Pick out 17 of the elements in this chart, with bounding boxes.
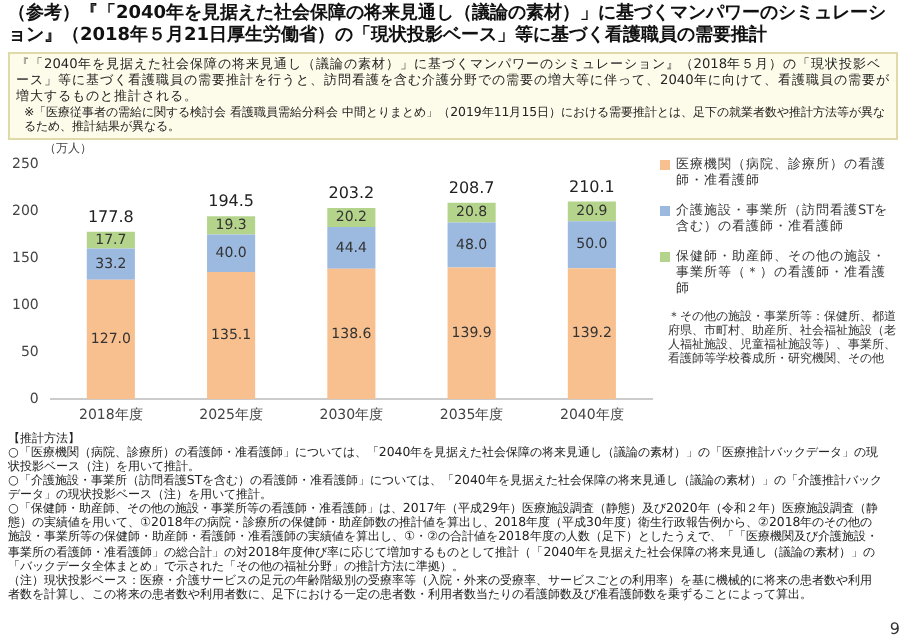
chart-title: （参考）『「2040年を見据えた社会保障の将来見通し（議論の素材）」に基づくマンパワーのシミュレーション』（2018年５月21日厚生労働省）の「現状投影ベース」等に基づく看護職員の需要推計 bbox=[6, 0, 889, 48]
total-label: 210.1 bbox=[568, 177, 615, 196]
bar bbox=[207, 234, 256, 272]
bar bbox=[207, 271, 256, 399]
bar bbox=[327, 226, 376, 269]
total-label: 194.5 bbox=[208, 192, 255, 211]
text: 9 bbox=[889, 620, 900, 638]
bar bbox=[567, 220, 616, 268]
bar bbox=[447, 222, 496, 268]
total-label: 203.2 bbox=[328, 183, 375, 202]
bar bbox=[447, 267, 496, 399]
bar bbox=[327, 268, 376, 399]
bar bbox=[86, 279, 135, 399]
bar bbox=[567, 267, 616, 399]
total-label: 177.8 bbox=[87, 207, 134, 226]
total-label: 208.7 bbox=[448, 178, 495, 197]
bar bbox=[86, 248, 135, 280]
